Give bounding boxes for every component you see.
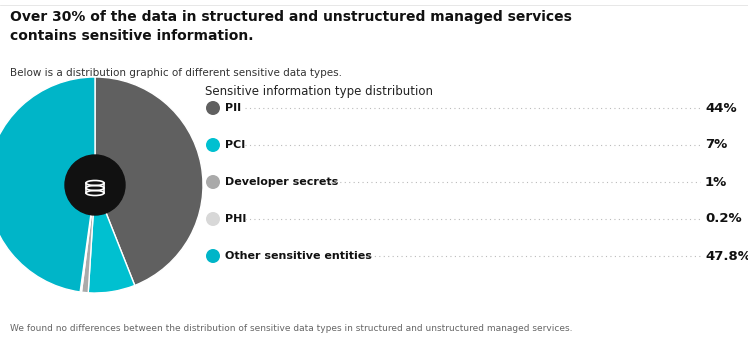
- Text: Sensitive information type distribution: Sensitive information type distribution: [205, 85, 433, 98]
- Text: PII: PII: [225, 103, 241, 113]
- Circle shape: [206, 138, 220, 152]
- Wedge shape: [0, 77, 95, 292]
- Text: 47.8%: 47.8%: [705, 249, 748, 262]
- Wedge shape: [80, 185, 95, 292]
- Circle shape: [206, 101, 220, 115]
- Circle shape: [206, 175, 220, 189]
- Text: Over 30% of the data in structured and unstructured managed services
contains se: Over 30% of the data in structured and u…: [10, 10, 572, 44]
- Text: PCI: PCI: [225, 140, 245, 150]
- Text: 7%: 7%: [705, 139, 727, 152]
- Text: Developer secrets: Developer secrets: [225, 177, 338, 187]
- Wedge shape: [82, 185, 95, 293]
- Wedge shape: [88, 185, 135, 293]
- Circle shape: [65, 155, 125, 215]
- Circle shape: [206, 212, 220, 226]
- Wedge shape: [95, 77, 203, 285]
- Text: PHI: PHI: [225, 214, 246, 224]
- Wedge shape: [95, 80, 200, 290]
- Text: 0.2%: 0.2%: [705, 213, 741, 225]
- Text: 44%: 44%: [705, 102, 737, 115]
- Text: Below is a distribution graphic of different sensitive data types.: Below is a distribution graphic of diffe…: [10, 68, 342, 78]
- Text: We found no differences between the distribution of sensitive data types in stru: We found no differences between the dist…: [10, 324, 572, 333]
- Text: Other sensitive entities: Other sensitive entities: [225, 251, 372, 261]
- Text: 1%: 1%: [705, 176, 727, 189]
- Circle shape: [206, 249, 220, 263]
